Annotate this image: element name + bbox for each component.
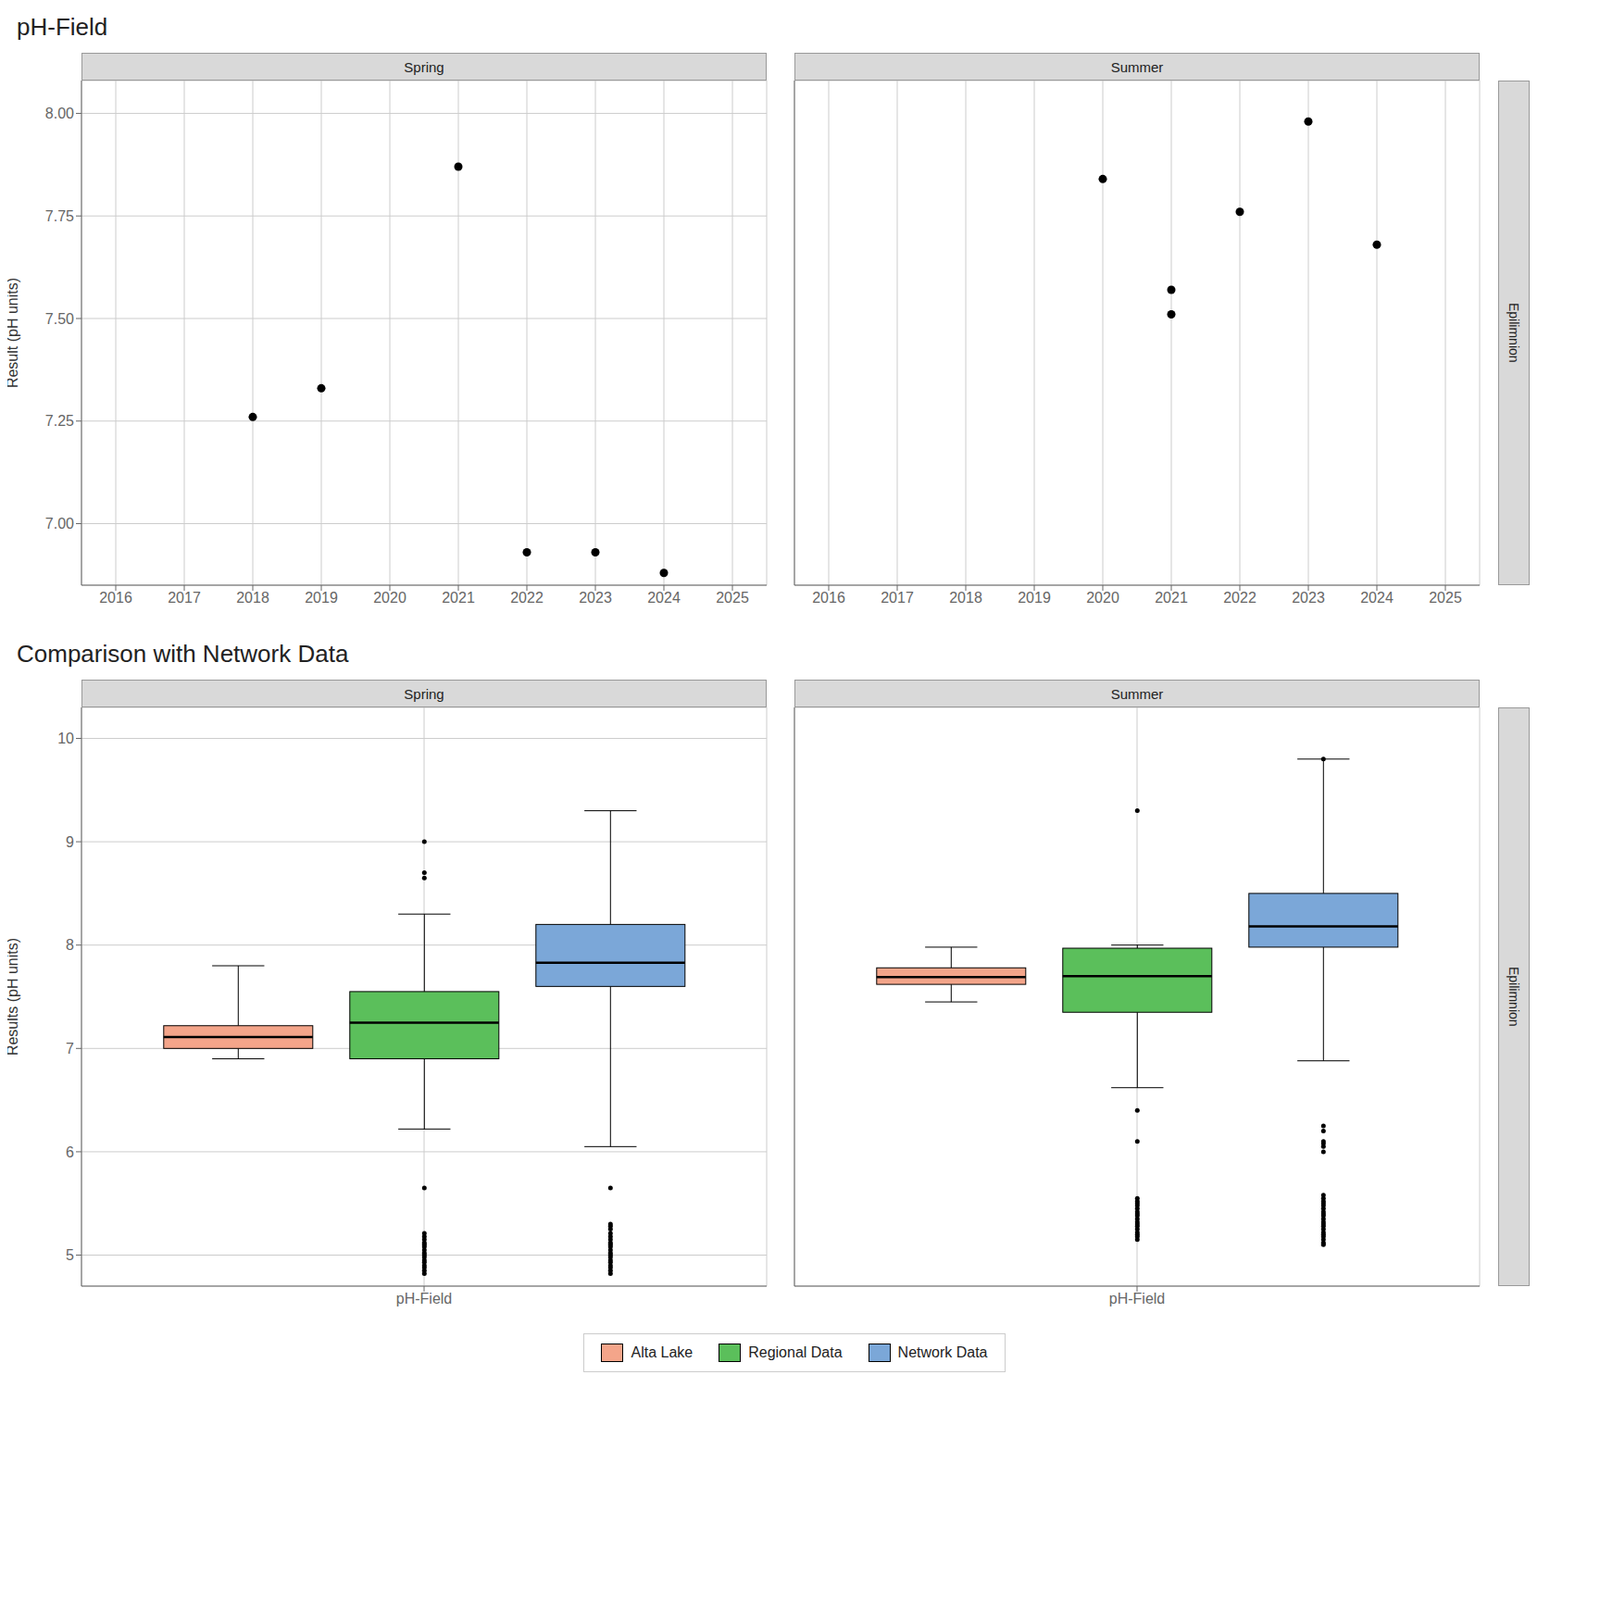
svg-text:5: 5 (65, 1247, 75, 1263)
svg-text:2020: 2020 (1086, 589, 1120, 606)
html-text:Comparison with Network Data: Comparison with Network Data (16, 639, 349, 668)
html-text:pH-Field: pH-Field (16, 12, 108, 41)
html-text:Alta Lake: Alta Lake (631, 1344, 693, 1361)
svg-text:6: 6 (65, 1144, 75, 1161)
html-text:Epilimnion: Epilimnion (1506, 966, 1522, 1027)
svg-text:7.75: 7.75 (45, 208, 75, 225)
svg-text:2016: 2016 (812, 589, 846, 606)
svg-text:2017: 2017 (880, 589, 914, 606)
svg-text:8: 8 (65, 937, 75, 953)
svg-text:9: 9 (65, 834, 75, 850)
svg-text:2024: 2024 (1360, 589, 1394, 606)
svg-text:pH-Field: pH-Field (396, 1290, 452, 1307)
svg-text:2023: 2023 (1291, 589, 1325, 606)
html-text:Regional Data: Regional Data (748, 1344, 843, 1361)
svg-text:Result (pH units): Result (pH units) (7, 277, 21, 388)
svg-text:2025: 2025 (1428, 589, 1463, 606)
html-text:Network Data: Network Data (897, 1344, 988, 1361)
svg-text:2022: 2022 (1223, 589, 1257, 606)
svg-text:2017: 2017 (167, 589, 201, 606)
svg-text:2023: 2023 (578, 589, 613, 606)
svg-text:7.50: 7.50 (45, 311, 75, 327)
svg-text:2021: 2021 (1154, 589, 1188, 606)
svg-text:10: 10 (57, 730, 75, 747)
svg-text:2020: 2020 (373, 589, 407, 606)
html-text:Summer: Summer (1110, 58, 1164, 75)
svg-text:Results (pH units): Results (pH units) (7, 937, 21, 1056)
svg-text:2019: 2019 (1017, 589, 1051, 606)
html-text:Summer: Summer (1110, 685, 1164, 702)
svg-text:7.00: 7.00 (45, 515, 75, 532)
svg-text:2016: 2016 (99, 589, 133, 606)
svg-text:2024: 2024 (647, 589, 681, 606)
svg-text:2022: 2022 (510, 589, 544, 606)
svg-text:7.25: 7.25 (45, 412, 75, 429)
svg-text:2021: 2021 (441, 589, 475, 606)
svg-text:7: 7 (65, 1040, 75, 1057)
html-text:Spring: Spring (403, 685, 445, 702)
svg-text:pH-Field: pH-Field (1109, 1290, 1165, 1307)
html-text:Spring: Spring (403, 58, 445, 75)
svg-text:2025: 2025 (715, 589, 750, 606)
svg-text:2018: 2018 (236, 589, 270, 606)
svg-text:2019: 2019 (304, 589, 338, 606)
html-text:Epilimnion: Epilimnion (1506, 302, 1522, 363)
svg-text:8.00: 8.00 (45, 105, 75, 122)
svg-text:2018: 2018 (949, 589, 983, 606)
